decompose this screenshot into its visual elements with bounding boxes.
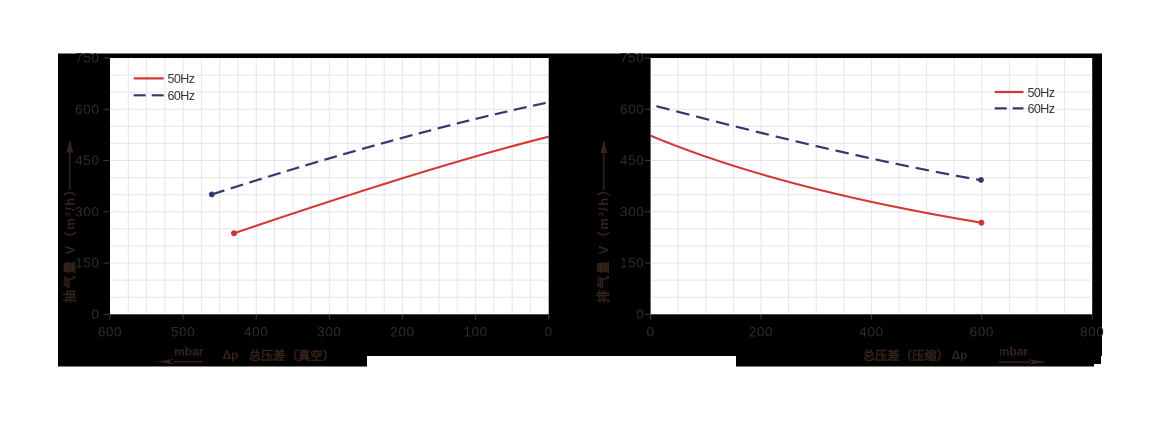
svg-text:600: 600 bbox=[970, 325, 994, 340]
svg-text:150: 150 bbox=[75, 256, 99, 271]
svg-text:800: 800 bbox=[1080, 325, 1104, 340]
svg-text:抽气量 V（m³/h）: 抽气量 V（m³/h） bbox=[62, 182, 77, 303]
svg-text:60Hz: 60Hz bbox=[168, 89, 195, 103]
svg-text:50Hz: 50Hz bbox=[168, 72, 195, 86]
svg-text:0: 0 bbox=[647, 325, 655, 340]
svg-text:500: 500 bbox=[171, 325, 195, 340]
svg-text:Δp: Δp bbox=[223, 348, 239, 362]
svg-text:100: 100 bbox=[463, 325, 487, 340]
svg-text:排气量 V（m³/h）: 排气量 V（m³/h） bbox=[596, 182, 611, 303]
svg-text:总压差（真空）: 总压差（真空） bbox=[249, 348, 335, 363]
svg-text:0: 0 bbox=[636, 307, 644, 322]
svg-text:300: 300 bbox=[620, 204, 644, 219]
svg-text:450: 450 bbox=[620, 153, 644, 168]
svg-text:300: 300 bbox=[317, 325, 341, 340]
svg-text:0: 0 bbox=[545, 325, 553, 340]
svg-text:150: 150 bbox=[620, 256, 644, 271]
svg-text:600: 600 bbox=[75, 102, 99, 117]
svg-text:总压差（压缩）: 总压差（压缩） bbox=[863, 348, 949, 363]
svg-text:0: 0 bbox=[91, 307, 99, 322]
svg-text:750: 750 bbox=[620, 51, 644, 66]
svg-text:400: 400 bbox=[244, 325, 268, 340]
svg-text:Δp: Δp bbox=[952, 348, 968, 362]
svg-text:mbar: mbar bbox=[999, 344, 1029, 358]
svg-text:200: 200 bbox=[390, 325, 414, 340]
svg-text:450: 450 bbox=[75, 153, 99, 168]
svg-text:mbar: mbar bbox=[174, 345, 204, 359]
svg-text:400: 400 bbox=[859, 325, 883, 340]
svg-text:600: 600 bbox=[98, 325, 122, 340]
svg-text:60Hz: 60Hz bbox=[1028, 102, 1055, 116]
svg-text:200: 200 bbox=[749, 325, 773, 340]
svg-text:50Hz: 50Hz bbox=[1028, 86, 1055, 100]
svg-text:750: 750 bbox=[75, 51, 99, 66]
svg-text:600: 600 bbox=[620, 102, 644, 117]
svg-text:300: 300 bbox=[75, 204, 99, 219]
